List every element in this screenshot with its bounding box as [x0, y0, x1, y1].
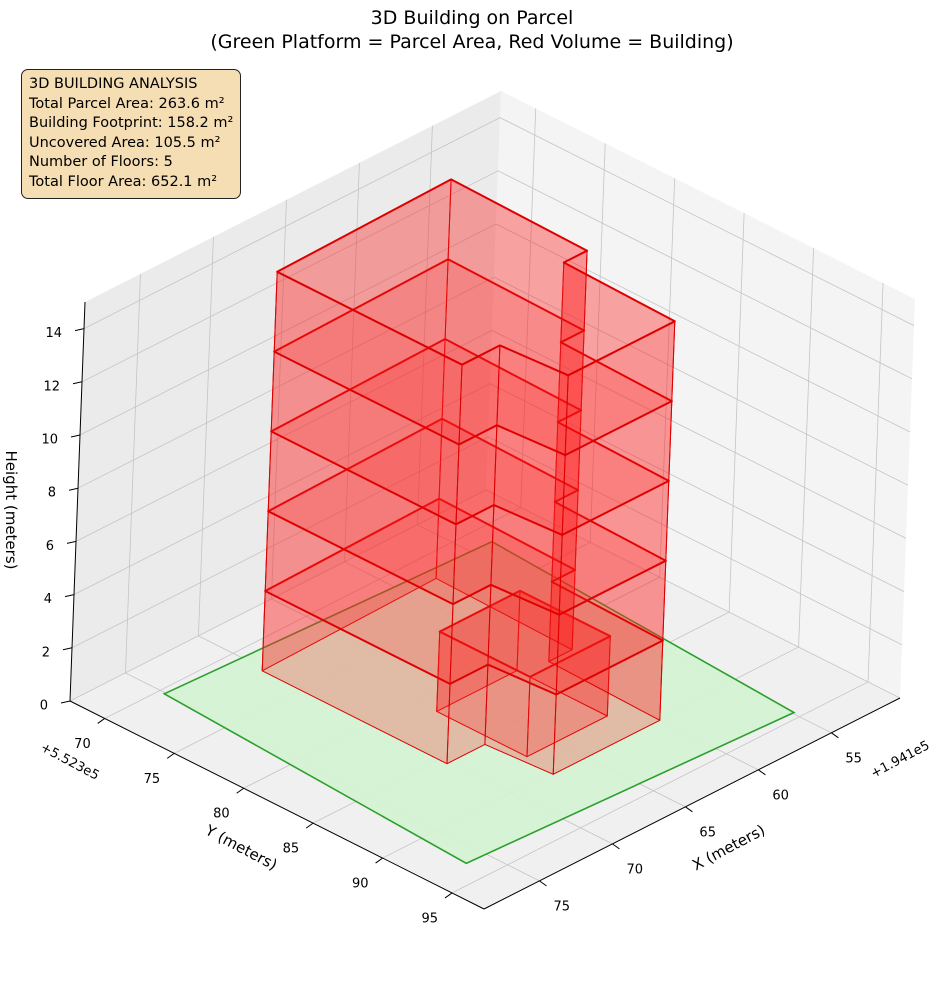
- y-tick-label: 70: [74, 737, 91, 752]
- x-tick: [539, 880, 547, 887]
- grid-line-y-wall: [659, 178, 676, 578]
- grid-line-x-wall: [416, 125, 433, 525]
- y-tick-label: 75: [144, 772, 161, 787]
- pane-back-right: [486, 91, 915, 698]
- y-tick: [444, 892, 453, 899]
- z-tick-label: 4: [44, 592, 52, 607]
- info-heading: 3D BUILDING ANALYSIS: [29, 76, 198, 92]
- building-floor-5-slab: [276, 178, 676, 377]
- info-line-parcel-area: Total Parcel Area: 263.6 m²: [29, 95, 225, 112]
- x-tick: [758, 769, 766, 776]
- pane-back-left: [70, 91, 501, 701]
- z-tick: [64, 594, 75, 598]
- analysis-info-box: 3D BUILDING ANALYSIS Total Parcel Area: …: [21, 69, 242, 199]
- grid-line-z-right: [499, 117, 915, 326]
- chart-title-line1: 3D Building on Parcel: [370, 7, 574, 29]
- grid-line-y-floor: [451, 681, 869, 894]
- z-tick: [70, 434, 81, 438]
- chart-title: 3D Building on Parcel (Green Platform = …: [0, 6, 944, 54]
- axes-lines: [60, 301, 901, 910]
- y-tick: [375, 857, 383, 864]
- y-tick: [236, 787, 244, 794]
- parcel-platform: [162, 540, 796, 865]
- grid-line-z-left: [69, 489, 487, 702]
- x-tick-label: 65: [699, 825, 716, 840]
- grid-line-y-wall: [728, 213, 745, 613]
- z-tick: [66, 540, 77, 544]
- info-line-floor-area: Total Floor Area: 652.1 m²: [29, 173, 218, 190]
- grid-line-z-right: [485, 489, 901, 699]
- grid-line-z-right: [497, 170, 913, 380]
- z-tick-label: 6: [46, 539, 54, 554]
- grid-line-z-left: [83, 117, 501, 329]
- grid-line-z-right: [489, 383, 905, 592]
- grid-line-z-right: [493, 276, 909, 486]
- z-axis-line: [69, 301, 86, 702]
- x-offset-label: +1.941e5: [868, 738, 932, 781]
- x-tick-label: 60: [772, 788, 789, 803]
- x-tick: [831, 732, 839, 739]
- x-axis-line: [483, 697, 901, 910]
- grid-line-z-right: [487, 436, 903, 646]
- y-tick-label: 80: [213, 807, 230, 822]
- x-tick-label: 55: [845, 751, 862, 766]
- grid-line-x-wall: [271, 199, 287, 599]
- x-tick-label: 75: [553, 899, 570, 914]
- building-annex-top: [438, 589, 612, 678]
- z-tick-label: 10: [41, 433, 58, 448]
- y-tick-label: 85: [283, 842, 300, 857]
- y-axis-line: [69, 700, 485, 910]
- z-tick: [68, 487, 79, 491]
- grid-line-z-left: [81, 170, 499, 383]
- grid-line-y-wall: [867, 282, 884, 682]
- grid-line-z-right: [491, 330, 907, 539]
- grid-line-x-wall: [198, 236, 214, 636]
- y-offset-label: +5.523e5: [38, 740, 102, 783]
- y-tick-label: 90: [352, 877, 369, 892]
- info-line-uncovered: Uncovered Area: 105.5 m²: [29, 134, 221, 151]
- grid-line-z-left: [75, 330, 493, 542]
- chart-title-line2: (Green Platform = Parcel Area, Red Volum…: [210, 31, 734, 53]
- grid-line-y-wall: [520, 108, 537, 508]
- grid-line-y-floor: [104, 507, 521, 719]
- y-axis-label: Y (meters): [202, 821, 281, 874]
- grid-line-z-right: [495, 223, 911, 433]
- info-line-footprint: Building Footprint: 158.2 m²: [29, 115, 234, 131]
- grid-line-y-wall: [798, 248, 814, 648]
- y-tick: [305, 822, 314, 829]
- z-axis-label: Height (meters): [2, 451, 20, 570]
- x-tick: [685, 806, 693, 813]
- grid-line-z-left: [79, 223, 497, 436]
- z-tick: [72, 381, 83, 385]
- z-tick: [62, 647, 73, 651]
- z-tick: [74, 328, 85, 332]
- y-tick: [166, 752, 175, 759]
- info-line-floors: Number of Floors: 5: [29, 154, 173, 170]
- z-tick: [60, 700, 71, 704]
- grid-line-z-left: [73, 383, 491, 595]
- z-tick-label: 8: [48, 486, 56, 501]
- geometry: [162, 178, 796, 865]
- z-tick-label: 12: [43, 379, 60, 394]
- y-tick-label: 95: [422, 911, 439, 926]
- z-tick-label: 2: [42, 645, 50, 660]
- y-tick: [97, 718, 106, 724]
- grid-line-z-left: [77, 276, 495, 489]
- x-tick-label: 70: [626, 862, 643, 877]
- grid-line-z-left: [71, 436, 489, 649]
- z-tick-label: 0: [40, 699, 48, 714]
- grid-line-x-wall: [125, 273, 141, 673]
- x-tick: [612, 843, 620, 850]
- z-tick-label: 14: [45, 326, 62, 341]
- grid-line-y-wall: [589, 143, 606, 543]
